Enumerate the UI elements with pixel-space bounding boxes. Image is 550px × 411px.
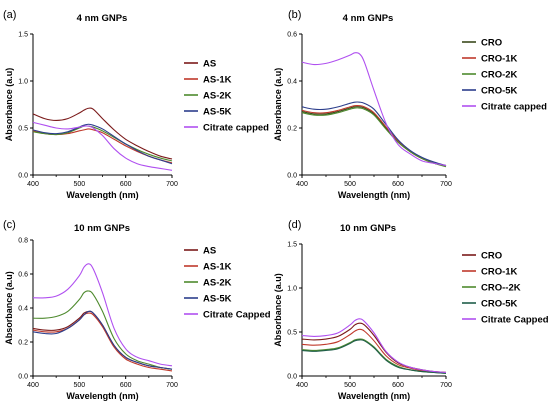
x-tick-label: 700 bbox=[440, 181, 452, 188]
legend: AS AS-1K AS-2K AS-5K Citrate capped bbox=[184, 59, 269, 134]
x-tick-label: 600 bbox=[392, 382, 404, 389]
x-tick-label: 600 bbox=[120, 181, 132, 188]
legend-label: Citrate Capped bbox=[203, 310, 271, 321]
y-tick-label: 0.5 bbox=[287, 330, 297, 337]
series-line-2 bbox=[301, 328, 447, 374]
chart-title: 10 nm GNPs bbox=[340, 223, 396, 234]
x-tick-label: 500 bbox=[344, 181, 356, 188]
legend-label: Citrate capped bbox=[203, 123, 269, 134]
x-tick-label: 400 bbox=[296, 181, 308, 188]
y-axis-label: Absorbance (a.u) bbox=[273, 68, 283, 142]
legend-label: AS bbox=[203, 59, 216, 70]
x-tick-label: 400 bbox=[296, 382, 308, 389]
series-line-3 bbox=[32, 290, 173, 370]
chart-panel-4: (d) 10 nm GNPs 0.0 0.5 1.0 1.5 400 500 600 700 Wav… bbox=[273, 219, 549, 401]
y-tick-label: 0.2 bbox=[18, 340, 28, 347]
chart-title: 10 nm GNPs bbox=[74, 223, 130, 234]
legend-label: AS-2K bbox=[203, 278, 232, 289]
series-line-5 bbox=[32, 263, 173, 367]
legend-label: CRO-5K bbox=[481, 299, 518, 310]
legend: CRO CRO-1K CRO-2K CRO-5K Citrate capped bbox=[462, 38, 547, 113]
legend: AS AS-1K AS-2K AS-5K Citrate Capped bbox=[184, 246, 271, 321]
y-tick-label: 1.0 bbox=[18, 79, 28, 86]
y-axis-label: Absorbance (a.u) bbox=[4, 68, 14, 142]
panel-label: (c) bbox=[3, 219, 16, 231]
legend-label: AS-1K bbox=[203, 262, 232, 273]
series-line-3 bbox=[301, 107, 447, 168]
x-tick-label: 700 bbox=[166, 181, 178, 188]
y-tick-label: 0.6 bbox=[287, 32, 297, 39]
y-tick-label: 0.6 bbox=[18, 272, 28, 279]
x-axis-label: Wavelength (nm) bbox=[66, 391, 138, 401]
panel-label: (b) bbox=[288, 9, 301, 21]
legend-label: CRO-5K bbox=[481, 86, 518, 97]
legend-label: CRO bbox=[481, 38, 502, 49]
x-tick-label: 500 bbox=[73, 382, 85, 389]
legend: CRO CRO-1K CRO--2K CRO-5K Citrate Capped bbox=[462, 251, 549, 326]
x-tick-label: 700 bbox=[440, 382, 452, 389]
y-tick-label: 0.0 bbox=[287, 374, 297, 381]
series-line-4 bbox=[32, 123, 173, 165]
series-line-5 bbox=[301, 52, 447, 167]
legend-label: CRO-1K bbox=[481, 267, 518, 278]
x-tick-label: 400 bbox=[27, 181, 39, 188]
chart-panel-3: (c) 10 nm GNPs 0.0 0.2 0.4 0.6 0.8 400 500 600 700… bbox=[3, 219, 271, 401]
series-line-4 bbox=[301, 339, 447, 374]
legend-label: CRO--2K bbox=[481, 283, 521, 294]
x-tick-label: 500 bbox=[73, 181, 85, 188]
chart-panel-2: (b) 4 nm GNPs 0.0 0.2 0.4 0.6 400 500 600 700 Wave… bbox=[273, 9, 547, 200]
y-tick-label: 0.0 bbox=[18, 374, 28, 381]
x-tick-label: 400 bbox=[27, 382, 39, 389]
legend-label: AS-1K bbox=[203, 75, 232, 86]
y-tick-label: 1.0 bbox=[287, 286, 297, 293]
x-tick-label: 600 bbox=[120, 382, 132, 389]
y-tick-label: 0.0 bbox=[18, 173, 28, 180]
legend-label: AS-5K bbox=[203, 107, 232, 118]
series-line-1 bbox=[32, 107, 173, 160]
series-line-5 bbox=[32, 121, 173, 171]
chart-panel-1: (a) 4 nm GNPs 0.0 0.5 1.0 1.5 400 500 600 700 Wave… bbox=[3, 9, 269, 200]
series-line-2 bbox=[32, 312, 173, 372]
x-tick-label: 700 bbox=[166, 382, 178, 389]
x-axis-label: Wavelength (nm) bbox=[66, 190, 138, 200]
legend-label: AS bbox=[203, 246, 216, 257]
y-tick-label: 0.5 bbox=[18, 126, 28, 133]
x-tick-label: 500 bbox=[344, 382, 356, 389]
panel-label: (a) bbox=[3, 9, 16, 21]
y-axis-label: Absorbance (a.u) bbox=[4, 271, 14, 345]
y-axis-label: Absorbance (a.u) bbox=[273, 273, 283, 347]
y-tick-label: 0.2 bbox=[287, 126, 297, 133]
y-tick-label: 0.4 bbox=[18, 306, 28, 313]
legend-label: CRO-1K bbox=[481, 54, 518, 65]
series-line-3 bbox=[32, 125, 173, 162]
series-line-5 bbox=[301, 318, 447, 374]
x-axis-label: Wavelength (nm) bbox=[338, 391, 410, 401]
legend-label: AS-5K bbox=[203, 294, 232, 305]
series-line-4 bbox=[301, 101, 447, 167]
y-tick-label: 0.0 bbox=[287, 173, 297, 180]
series-line-4 bbox=[32, 310, 173, 370]
y-tick-label: 0.4 bbox=[287, 79, 297, 86]
legend-label: AS-2K bbox=[203, 91, 232, 102]
y-tick-label: 1.5 bbox=[18, 32, 28, 39]
y-tick-label: 0.8 bbox=[18, 238, 28, 245]
panel-label: (d) bbox=[288, 219, 301, 231]
chart-title: 4 nm GNPs bbox=[77, 13, 128, 24]
x-tick-label: 600 bbox=[392, 181, 404, 188]
chart-title: 4 nm GNPs bbox=[343, 13, 394, 24]
x-axis-label: Wavelength (nm) bbox=[338, 190, 410, 200]
legend-label: Citrate capped bbox=[481, 102, 547, 113]
legend-label: CRO-2K bbox=[481, 70, 518, 81]
series-line-1 bbox=[32, 310, 173, 370]
y-tick-label: 1.5 bbox=[287, 242, 297, 249]
legend-label: CRO bbox=[481, 251, 502, 262]
legend-label: Citrate Capped bbox=[481, 315, 549, 326]
